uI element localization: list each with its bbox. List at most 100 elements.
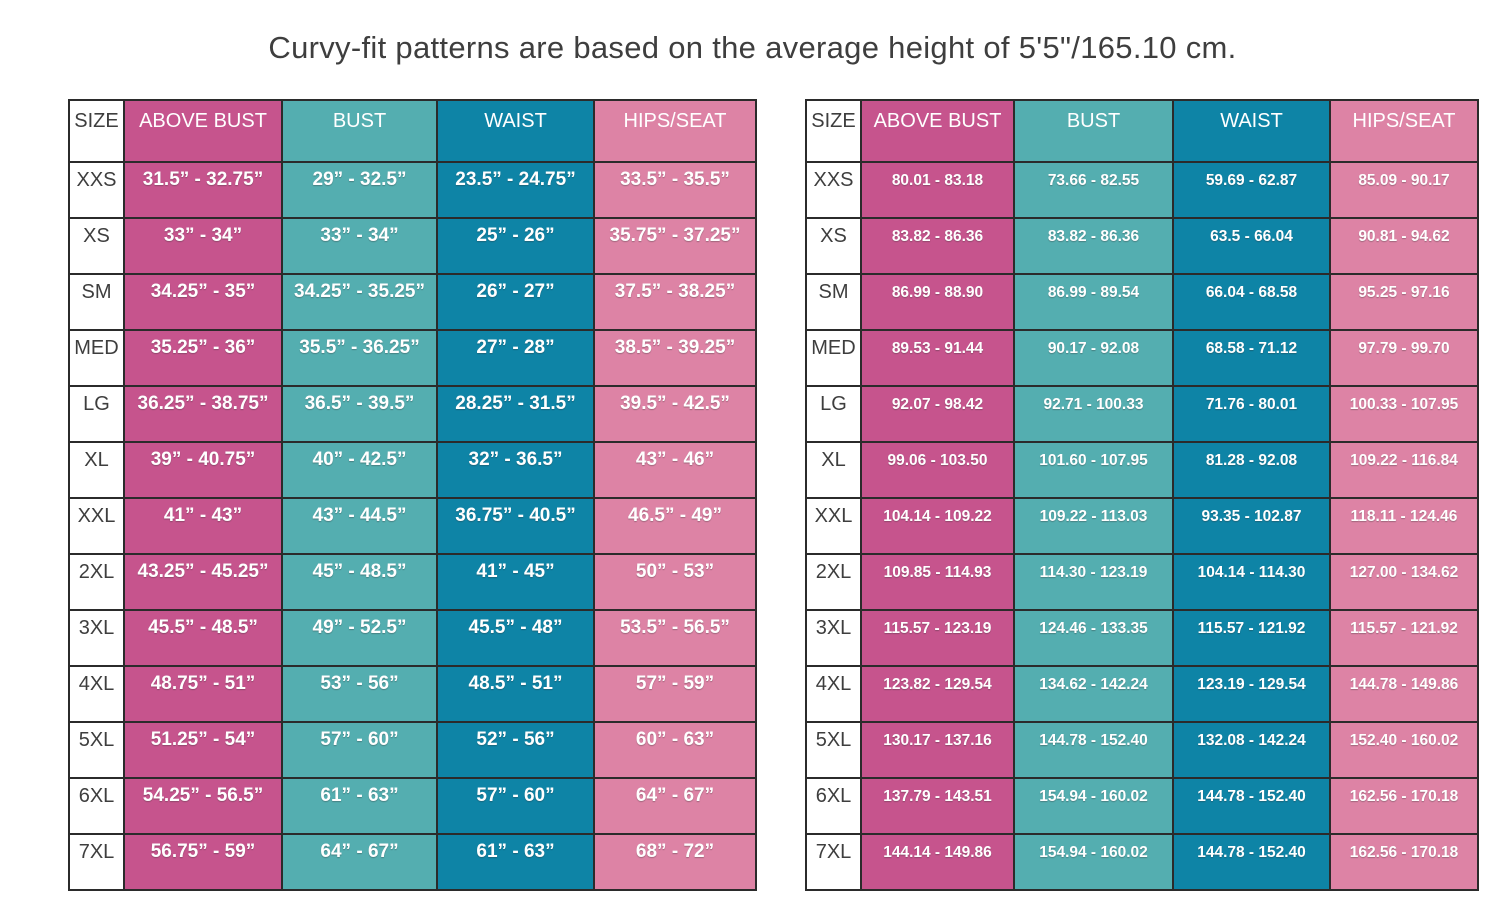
table-row: SM 86.99 - 88.90 86.99 - 89.54 66.04 - 68.5… (805, 273, 1479, 331)
measurement-cell: 34.25” - 35” (123, 273, 283, 331)
measurement-cell: 124.46 - 133.35 (1013, 609, 1174, 667)
measurement-cell: 83.82 - 86.36 (860, 217, 1015, 275)
measurement-cell: 33.5” - 35.5” (593, 161, 757, 219)
measurement-cell: 25” - 26” (436, 217, 595, 275)
measurement-cell: 37.5” - 38.25” (593, 273, 757, 331)
measurement-cell: 144.78 - 152.40 (1172, 833, 1331, 891)
column-header-hips-seat: HIPS/SEAT (1329, 99, 1479, 163)
size-label: XXS (805, 161, 862, 219)
measurement-cell: 83.82 - 86.36 (1013, 217, 1174, 275)
measurement-cell: 144.14 - 149.86 (860, 833, 1015, 891)
measurement-cell: 109.22 - 116.84 (1329, 441, 1479, 499)
measurement-cell: 123.82 - 129.54 (860, 665, 1015, 723)
measurement-cell: 73.66 - 82.55 (1013, 161, 1174, 219)
table-header-row-inches: SIZE ABOVE BUST BUST WAIST HIPS/SEAT (68, 99, 757, 163)
measurement-cell: 89.53 - 91.44 (860, 329, 1015, 387)
table-row: SM 34.25” - 35” 34.25” - 35.25” 26” - 27” 37… (68, 273, 757, 331)
measurement-cell: 81.28 - 92.08 (1172, 441, 1331, 499)
header-row: SIZE ABOVE BUST BUST WAIST HIPS/SEAT (68, 99, 757, 163)
measurement-cell: 31.5” - 32.75” (123, 161, 283, 219)
measurement-cell: 45” - 48.5” (281, 553, 438, 611)
measurement-cell: 43.25” - 45.25” (123, 553, 283, 611)
table-row: 3XL 45.5” - 48.5” 49” - 52.5” 45.5” - 48” 53… (68, 609, 757, 667)
column-header-bust: BUST (1013, 99, 1174, 163)
measurement-cell: 68” - 72” (593, 833, 757, 891)
measurement-cell: 144.78 - 152.40 (1172, 777, 1331, 835)
measurement-cell: 92.71 - 100.33 (1013, 385, 1174, 443)
measurement-cell: 99.06 - 103.50 (860, 441, 1015, 499)
measurement-cell: 63.5 - 66.04 (1172, 217, 1331, 275)
size-label: SM (68, 273, 125, 331)
size-label: LG (68, 385, 125, 443)
column-header-above-bust: ABOVE BUST (860, 99, 1015, 163)
table-row: XXL 104.14 - 109.22 109.22 - 113.03 93.35 -… (805, 497, 1479, 555)
measurement-cell: 43” - 44.5” (281, 497, 438, 555)
measurement-cell: 154.94 - 160.02 (1013, 777, 1174, 835)
measurement-cell: 115.57 - 121.92 (1172, 609, 1331, 667)
table-row: 2XL 109.85 - 114.93 114.30 - 123.19 104.14 … (805, 553, 1479, 611)
table-row: 5XL 51.25” - 54” 57” - 60” 52” - 56” 60” - 6… (68, 721, 757, 779)
table-header-row-centimeters: SIZE ABOVE BUST BUST WAIST HIPS/SEAT (805, 99, 1479, 163)
measurement-cell: 46.5” - 49” (593, 497, 757, 555)
measurement-cell: 92.07 - 98.42 (860, 385, 1015, 443)
measurement-cell: 123.19 - 129.54 (1172, 665, 1331, 723)
table-row: LG 92.07 - 98.42 92.71 - 100.33 71.76 - 80.… (805, 385, 1479, 443)
measurement-cell: 90.81 - 94.62 (1329, 217, 1479, 275)
measurement-cell: 39” - 40.75” (123, 441, 283, 499)
size-label: XS (68, 217, 125, 275)
table-row: XXS 31.5” - 32.75” 29” - 32.5” 23.5” - 24.7… (68, 161, 757, 219)
table-row: 7XL 56.75” - 59” 64” - 67” 61” - 63” 68” - 7… (68, 833, 757, 891)
measurement-cell: 41” - 43” (123, 497, 283, 555)
measurement-cell: 130.17 - 137.16 (860, 721, 1015, 779)
measurement-cell: 52” - 56” (436, 721, 595, 779)
measurement-cell: 104.14 - 109.22 (860, 497, 1015, 555)
measurement-cell: 85.09 - 90.17 (1329, 161, 1479, 219)
size-label: XL (805, 441, 862, 499)
measurement-cell: 35.25” - 36” (123, 329, 283, 387)
measurement-cell: 118.11 - 124.46 (1329, 497, 1479, 555)
measurement-cell: 71.76 - 80.01 (1172, 385, 1331, 443)
measurement-cell: 162.56 - 170.18 (1329, 777, 1479, 835)
measurement-cell: 80.01 - 83.18 (860, 161, 1015, 219)
measurement-cell: 64” - 67” (593, 777, 757, 835)
measurement-cell: 97.79 - 99.70 (1329, 329, 1479, 387)
table-row: 4XL 48.75” - 51” 53” - 56” 48.5” - 51” 57” -… (68, 665, 757, 723)
measurement-cell: 50” - 53” (593, 553, 757, 611)
measurement-cell: 45.5” - 48.5” (123, 609, 283, 667)
measurement-cell: 86.99 - 88.90 (860, 273, 1015, 331)
measurement-cell: 40” - 42.5” (281, 441, 438, 499)
measurement-cell: 101.60 - 107.95 (1013, 441, 1174, 499)
measurement-cell: 59.69 - 62.87 (1172, 161, 1331, 219)
size-label: 3XL (68, 609, 125, 667)
measurement-cell: 66.04 - 68.58 (1172, 273, 1331, 331)
measurement-cell: 132.08 - 142.24 (1172, 721, 1331, 779)
column-header-above-bust: ABOVE BUST (123, 99, 283, 163)
measurement-cell: 32” - 36.5” (436, 441, 595, 499)
measurement-cell: 144.78 - 152.40 (1013, 721, 1174, 779)
measurement-cell: 134.62 - 142.24 (1013, 665, 1174, 723)
measurement-cell: 162.56 - 170.18 (1329, 833, 1479, 891)
measurement-cell: 127.00 - 134.62 (1329, 553, 1479, 611)
table-row: XXS 80.01 - 83.18 73.66 - 82.55 59.69 - 62.… (805, 161, 1479, 219)
table-row: XS 33” - 34” 33” - 34” 25” - 26” 35.75” - 37… (68, 217, 757, 275)
measurement-cell: 115.57 - 121.92 (1329, 609, 1479, 667)
measurement-cell: 93.35 - 102.87 (1172, 497, 1331, 555)
measurement-cell: 90.17 - 92.08 (1013, 329, 1174, 387)
measurement-cell: 45.5” - 48” (436, 609, 595, 667)
measurement-cell: 23.5” - 24.75” (436, 161, 595, 219)
size-label: 6XL (68, 777, 125, 835)
header-row: SIZE ABOVE BUST BUST WAIST HIPS/SEAT (805, 99, 1479, 163)
size-label: 2XL (68, 553, 125, 611)
measurement-cell: 68.58 - 71.12 (1172, 329, 1331, 387)
measurement-cell: 48.5” - 51” (436, 665, 595, 723)
size-label: SM (805, 273, 862, 331)
measurement-cell: 43” - 46” (593, 441, 757, 499)
measurement-cell: 38.5” - 39.25” (593, 329, 757, 387)
measurement-cell: 64” - 67” (281, 833, 438, 891)
size-label: 7XL (68, 833, 125, 891)
size-table-inches: SIZE ABOVE BUST BUST WAIST HIPS/SEAT XXS 31.5… (68, 99, 757, 891)
measurement-cell: 154.94 - 160.02 (1013, 833, 1174, 891)
table-body-inches: XXS 31.5” - 32.75” 29” - 32.5” 23.5” - 24.7… (68, 161, 757, 891)
measurement-cell: 27” - 28” (436, 329, 595, 387)
table-row: 5XL 130.17 - 137.16 144.78 - 152.40 132.08 … (805, 721, 1479, 779)
